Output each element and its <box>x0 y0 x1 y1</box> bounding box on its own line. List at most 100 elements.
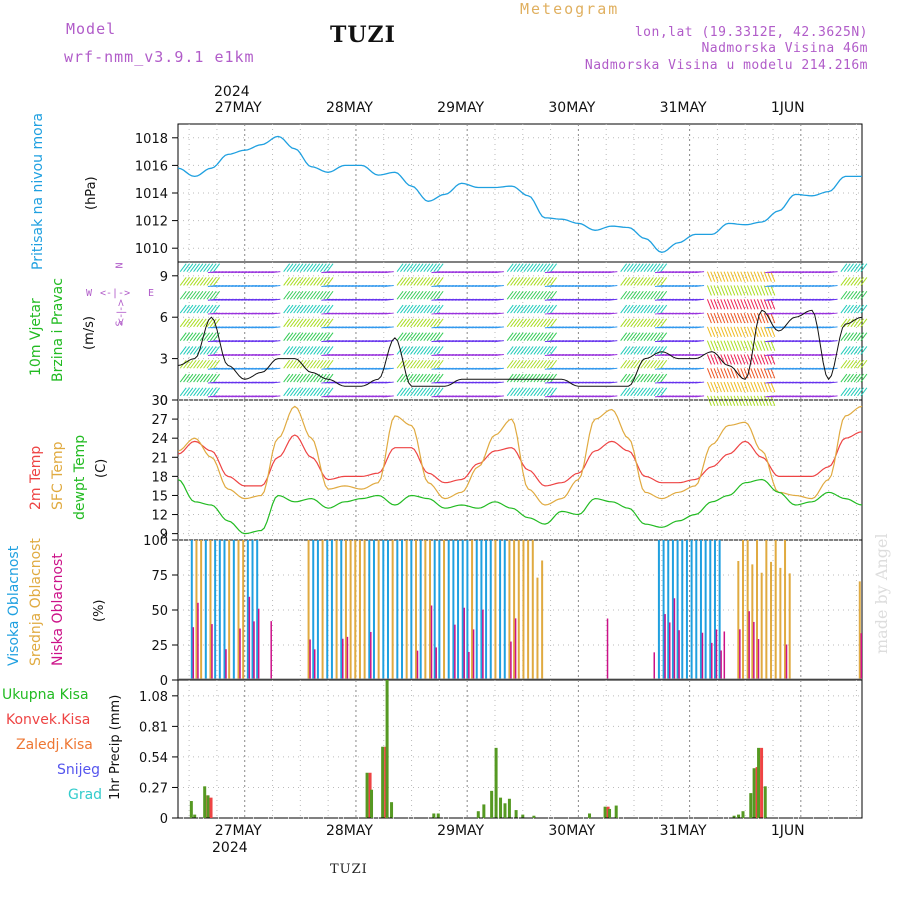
wind-arrow <box>183 332 190 341</box>
wind-arrow <box>857 373 864 383</box>
wind-arrow <box>706 312 712 324</box>
wind-arrow <box>309 373 317 383</box>
wind-arrow <box>653 332 661 341</box>
wind-arrow <box>510 304 517 314</box>
wind-arrow <box>550 304 557 314</box>
wind-arrow <box>536 387 544 397</box>
wind-arrow <box>520 387 527 397</box>
wind-arrow <box>520 373 527 383</box>
wind-arrow <box>633 387 641 397</box>
wind-arrow <box>384 381 394 384</box>
wind-arrow <box>656 359 664 369</box>
wind-arrow <box>289 359 297 369</box>
wind-arrow <box>213 346 220 355</box>
wind-arrow <box>403 346 411 355</box>
wind-arrow <box>186 304 194 314</box>
wind-arrow <box>766 381 772 393</box>
wind-arrow <box>193 277 200 286</box>
wind-arrow <box>510 359 517 369</box>
wind-arrow <box>857 263 864 272</box>
wind-arrow <box>750 285 756 296</box>
wind-arrow <box>426 263 434 272</box>
wind-arrow <box>756 340 762 351</box>
wind-arrow <box>413 318 421 328</box>
wind-arrow <box>299 318 307 328</box>
wind-arrow <box>756 285 762 296</box>
wind-arrow <box>193 290 200 300</box>
wind-arrow <box>323 373 331 383</box>
wind-arrow <box>536 304 544 314</box>
wind-arrow <box>196 318 204 328</box>
wind-arrow <box>530 304 537 314</box>
wind-arrow <box>513 318 521 328</box>
wind-arrow <box>543 373 551 383</box>
wind-arrow <box>510 387 517 397</box>
wind-arrow <box>423 387 431 397</box>
wind-arrow <box>636 387 644 397</box>
wind-arrow <box>843 304 851 314</box>
wind-arrow <box>756 271 762 282</box>
wind-arrow <box>636 304 644 314</box>
legend-zaledj: Zaledj.Kisa <box>16 737 93 753</box>
wind-arrow <box>413 332 421 341</box>
wind-arrow <box>306 304 314 314</box>
wind-arrow <box>436 332 444 341</box>
wind-arrow <box>506 290 514 300</box>
wind-arrow <box>283 387 291 397</box>
wind-arrow <box>303 277 311 286</box>
wind-arrow <box>536 359 544 369</box>
wind-arrow <box>289 318 297 328</box>
wind-arrow <box>533 346 541 355</box>
precip-bar-total <box>757 747 761 818</box>
wind-arrow <box>723 271 729 282</box>
wind-arrow <box>523 373 531 383</box>
wind-arrow <box>289 277 297 286</box>
wind-arrow <box>433 332 441 341</box>
wind-arrow <box>423 359 431 369</box>
wind-arrow <box>510 346 517 355</box>
temperature-ytick-label: 21 <box>151 451 168 466</box>
wind-arrow <box>400 373 407 383</box>
wind-arrow <box>316 359 324 369</box>
wind-arrow <box>526 387 534 397</box>
wind-arrow <box>494 395 504 398</box>
wind-arrow <box>533 332 541 341</box>
wind-arrow <box>209 373 217 383</box>
wind-arrow <box>326 373 334 383</box>
wind-arrow <box>653 263 661 272</box>
wind-arrow <box>286 318 294 328</box>
precip-bar-total <box>490 790 494 818</box>
wind-arrow <box>620 318 628 328</box>
wind-arrow <box>640 387 648 397</box>
wind-arrow <box>189 373 197 383</box>
wind-ytick-label: 9 <box>160 270 168 285</box>
wind-arrow <box>506 359 514 369</box>
wind-arrow <box>646 304 654 314</box>
wind-arrow <box>760 368 766 379</box>
wind-arrow <box>530 290 537 300</box>
wind-arrow <box>199 290 207 300</box>
temperature-ytick-label: 9 <box>160 528 168 543</box>
wind-arrow <box>271 326 281 329</box>
wind-arrow <box>286 359 294 369</box>
wind-arrow <box>296 290 304 300</box>
wind-arrow <box>526 263 534 272</box>
wind-arrow <box>516 387 524 397</box>
precip-ytick-label: 0.81 <box>139 720 168 735</box>
wind-arrow <box>513 373 521 383</box>
wind-arrow <box>516 290 524 300</box>
bottom-year-label: 2024 <box>212 840 248 856</box>
wind-arrow <box>313 359 321 369</box>
wind-arrow <box>660 277 668 286</box>
wind-ytick-label: 6 <box>160 311 168 326</box>
wind-arrow <box>206 304 214 314</box>
wind-arrow <box>526 277 534 286</box>
wind-arrow <box>746 368 752 379</box>
temperature-ytick-label: 30 <box>151 394 168 409</box>
wind-arrow <box>543 318 551 328</box>
wind-arrow <box>853 304 861 314</box>
wind-arrow <box>746 312 752 324</box>
precip-bar-total <box>206 795 210 818</box>
wind-arrow <box>423 373 431 383</box>
wind-arrow <box>293 277 301 286</box>
